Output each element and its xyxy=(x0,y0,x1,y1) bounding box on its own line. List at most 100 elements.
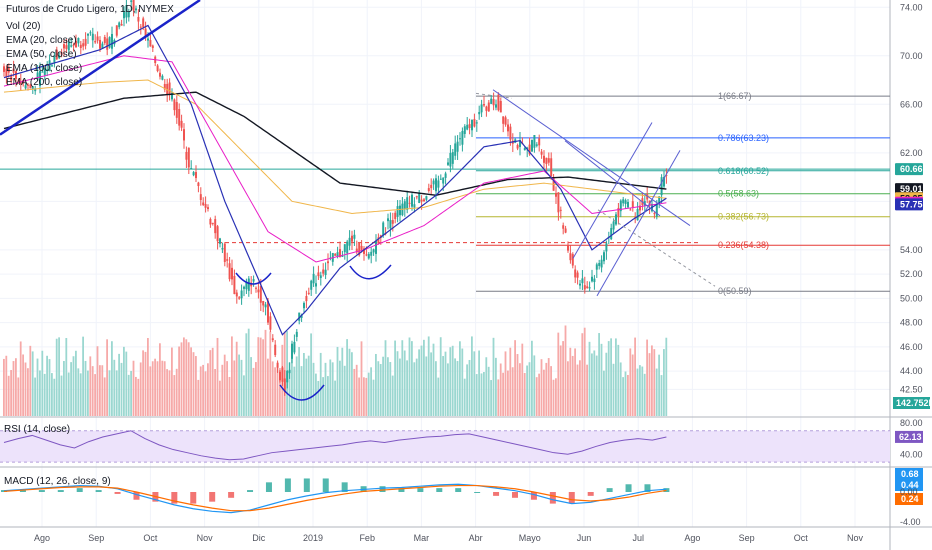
candle-body xyxy=(451,152,454,164)
price-tick-label: 74.00 xyxy=(900,2,923,12)
candle-body xyxy=(303,302,305,309)
candle-body xyxy=(461,130,464,145)
macd-histogram-bar xyxy=(38,490,45,492)
candle-body xyxy=(175,102,178,118)
volume-bar xyxy=(639,365,641,416)
candle-body xyxy=(228,263,231,280)
volume-bar xyxy=(427,336,430,416)
price-tick-label: 52.00 xyxy=(900,269,923,279)
candle-body xyxy=(185,151,188,160)
candle-body xyxy=(574,269,577,278)
volume-bar xyxy=(665,337,668,416)
macd-histogram-bar xyxy=(284,478,291,492)
volume-bar xyxy=(454,358,456,416)
volume-bar xyxy=(545,362,548,416)
volume-bar xyxy=(12,361,15,416)
volume-bar xyxy=(384,340,387,416)
volume-bar xyxy=(19,341,22,416)
candle-body xyxy=(46,69,49,72)
volume-bar xyxy=(382,356,384,416)
volume-bar xyxy=(612,363,615,416)
trend-drawings[interactable] xyxy=(0,0,716,401)
candle-body xyxy=(269,316,272,330)
candle-body xyxy=(576,272,579,278)
candle-body xyxy=(399,205,401,216)
volume-bar xyxy=(156,361,159,416)
candle-body xyxy=(540,151,543,155)
candle-body xyxy=(427,188,430,192)
candle-body xyxy=(231,267,233,280)
time-tick-label: Nov xyxy=(197,533,214,543)
volume-bar xyxy=(528,362,531,416)
candle-body xyxy=(41,71,44,73)
macd-histogram-bar xyxy=(265,482,272,492)
candle-body xyxy=(569,253,572,261)
candle-body xyxy=(274,344,277,356)
candle-body xyxy=(63,44,65,49)
volume-bar xyxy=(161,360,164,416)
volume-bar xyxy=(519,363,521,416)
macd-histogram-bar xyxy=(587,492,594,496)
candle-body xyxy=(502,116,505,124)
candle-body xyxy=(523,147,526,151)
candle-body xyxy=(550,158,553,177)
macd-histogram-bar xyxy=(398,488,405,492)
macd-histogram-bar xyxy=(568,492,575,504)
volume-bar xyxy=(195,356,197,416)
volume-bar xyxy=(171,347,173,416)
volume-bar xyxy=(629,348,632,416)
candle-body xyxy=(447,162,449,165)
candle-body xyxy=(262,301,265,306)
volume-bar xyxy=(139,362,142,416)
candle-body xyxy=(151,45,154,49)
volume-bar xyxy=(5,355,8,416)
candle-body xyxy=(245,282,248,290)
time-axis[interactable]: Ago Sep Oct Nov Dic 2019 Feb Mar Abr Mayo Jun Jul Ag… xyxy=(34,533,864,543)
volume-bar xyxy=(559,345,562,416)
rsi-pane xyxy=(0,430,890,463)
volume-bar xyxy=(418,349,420,416)
macd-badge-text: 0.68 xyxy=(901,469,919,479)
ema100-line xyxy=(3,79,667,214)
volume-bar xyxy=(132,360,135,416)
volume-bar xyxy=(574,348,576,416)
fib-level-label: 0.5(58.63) xyxy=(718,189,759,199)
volume-bar xyxy=(79,373,82,416)
volume-bar xyxy=(456,361,459,416)
volume-bar xyxy=(641,366,644,416)
volume-bars xyxy=(3,325,668,416)
volume-bar xyxy=(15,358,17,416)
candle-body xyxy=(286,370,289,383)
candle-body xyxy=(365,254,368,256)
volume-bar xyxy=(658,354,660,416)
macd-badge xyxy=(895,479,923,491)
candle-body xyxy=(432,180,435,185)
rsi-tick-label: 40.00 xyxy=(900,449,923,459)
candle-body xyxy=(387,218,389,222)
volume-bar xyxy=(581,333,584,416)
macd-histogram-bar xyxy=(190,492,197,504)
candle-body xyxy=(99,39,101,49)
candle-body xyxy=(293,341,296,353)
fib-level-label: 1(66.67) xyxy=(718,91,752,101)
candle-body xyxy=(190,168,193,170)
candle-body xyxy=(346,241,349,254)
volume-bar xyxy=(408,337,411,416)
candle-body xyxy=(252,279,255,282)
price-axis[interactable]: 74.0070.0066.0062.0058.0054.0052.0050.00… xyxy=(893,2,932,527)
macd-histogram-bar xyxy=(341,482,348,492)
volume-bar xyxy=(267,358,269,416)
candle-body xyxy=(497,94,500,111)
volume-bar xyxy=(567,361,569,416)
macd-histogram-bar xyxy=(511,492,518,498)
candle-body xyxy=(211,222,214,224)
volume-bar xyxy=(118,353,120,416)
volume-bar xyxy=(221,364,224,416)
candle-body xyxy=(471,119,473,131)
candle-body xyxy=(509,126,512,140)
volume-bar xyxy=(228,376,231,416)
volume-bar xyxy=(648,353,651,416)
volume-bar xyxy=(576,364,579,416)
candle-body xyxy=(538,138,541,146)
